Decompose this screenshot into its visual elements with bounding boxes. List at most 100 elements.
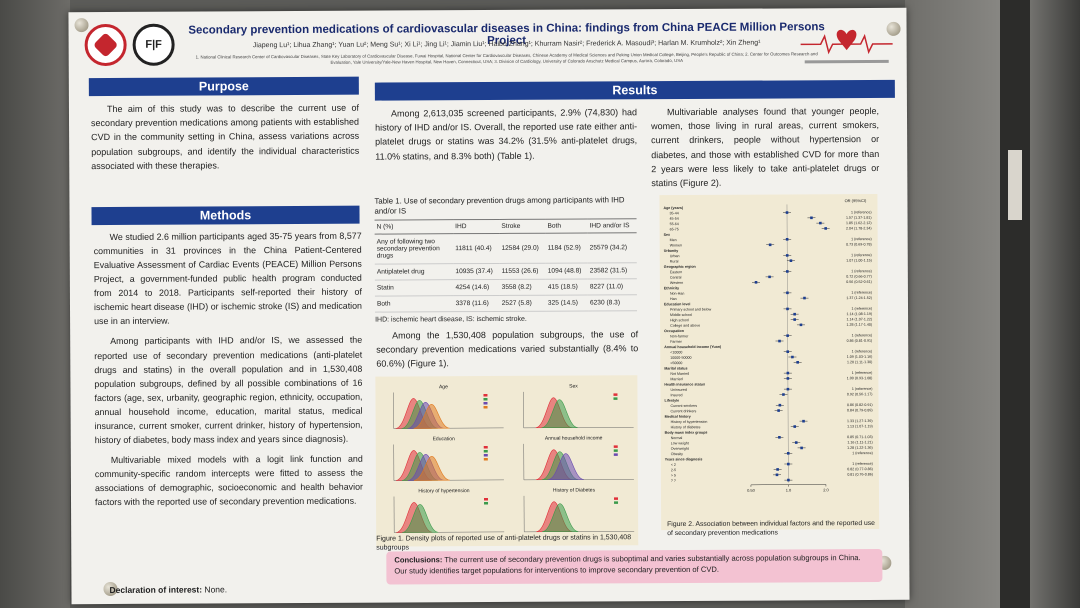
or-point bbox=[810, 216, 813, 220]
table-row: Statin 4254 (14.6) 3558 (8.2) 415 (18.5)… bbox=[374, 279, 637, 297]
table-cell: 25579 (34.2) bbox=[587, 233, 637, 264]
or-value: 1.20 (1.11-1.30) bbox=[847, 360, 872, 364]
row-label: College and above bbox=[670, 324, 700, 328]
or-value: 0.72 (0.66-0.77) bbox=[846, 275, 872, 279]
or-value: 0.84 (0.79-0.89) bbox=[847, 408, 873, 412]
forest-plot: OR (95%CI) Age (years)35-44 1 (reference) 4… bbox=[663, 198, 873, 493]
panel-title: History of Diabetes bbox=[553, 487, 596, 493]
row-label: 35-44 bbox=[670, 211, 679, 215]
table-cell: 11553 (26.6) bbox=[499, 263, 546, 280]
row-label: Urban bbox=[670, 254, 680, 258]
row-label: Not Married bbox=[670, 372, 689, 376]
or-value: 2.04 (1.78-2.34) bbox=[846, 226, 872, 230]
purpose-section: The aim of this study was to describe th… bbox=[91, 101, 359, 179]
group-label: Body mass index groups bbox=[665, 431, 708, 435]
group-label: Occupation bbox=[664, 329, 684, 333]
group-label: Education level bbox=[664, 302, 690, 306]
or-value: 1 (reference) bbox=[852, 371, 873, 375]
drug-use-table: N (%) IHD Stroke Both IHD and/or IS Any … bbox=[374, 219, 638, 313]
legend-swatch bbox=[613, 449, 618, 452]
table-row: Antiplatelet drug 10935 (37.4) 11553 (26… bbox=[374, 263, 637, 281]
row-label: High school bbox=[670, 318, 689, 322]
density-curve bbox=[547, 453, 584, 480]
row-label: 45-54 bbox=[670, 217, 679, 221]
or-value: 1.57 (1.37-1.81) bbox=[846, 216, 872, 220]
or-point bbox=[785, 211, 789, 214]
methods-paragraph: Multivariable mixed models with a logit … bbox=[94, 453, 363, 508]
side-paper bbox=[1008, 150, 1022, 220]
legend-swatch bbox=[484, 498, 489, 501]
or-value: 1 (reference) bbox=[851, 307, 872, 311]
or-value: 0.73 (0.69-0.78) bbox=[846, 242, 872, 246]
results-paragraph: Among 2,613,035 screened participants, 2… bbox=[375, 107, 638, 162]
or-value: 1 (reference) bbox=[852, 349, 873, 353]
or-value: 1.37 (1.24-1.52) bbox=[846, 296, 872, 300]
density-curve bbox=[542, 503, 579, 533]
group-label: Sex bbox=[664, 233, 670, 237]
row-label: History of diabetes bbox=[671, 425, 701, 429]
row-label: 55-64 bbox=[670, 222, 679, 226]
group-label: Ethnicity bbox=[664, 286, 679, 290]
row-label: Han bbox=[670, 297, 677, 301]
conclusions-label: Conclusions: bbox=[394, 555, 443, 565]
or-value: 1.33 (1.27-1.39) bbox=[847, 419, 873, 423]
column-header: IHD bbox=[453, 219, 500, 235]
legend-swatch bbox=[483, 394, 488, 397]
or-point bbox=[802, 419, 805, 423]
column-header: Both bbox=[545, 219, 588, 234]
table-footnote: IHD: ischemic heart disease, IS: ischemi… bbox=[375, 316, 527, 325]
purpose-heading: Purpose bbox=[88, 76, 359, 97]
table-cell: 3558 (8.2) bbox=[499, 279, 546, 296]
table-cell: 3378 (11.6) bbox=[453, 295, 500, 313]
or-value: 0.56 (0.52-0.61) bbox=[846, 280, 872, 284]
row-label: > 5 bbox=[671, 474, 676, 478]
or-point bbox=[794, 441, 798, 444]
or-point bbox=[786, 270, 789, 273]
heartbeat-logo bbox=[800, 29, 893, 64]
or-value: 0.92 (0.56-1.17) bbox=[847, 392, 873, 396]
or-point bbox=[793, 425, 797, 428]
results-paragraph: Among the 1,530,408 population subgroups… bbox=[376, 329, 639, 370]
or-point bbox=[785, 238, 789, 241]
row-label: Middle school bbox=[670, 313, 692, 317]
row-label: Primary school and below bbox=[670, 307, 712, 311]
table-1: Table 1. Use of secondary prevention dru… bbox=[374, 195, 638, 325]
table-cell: Both bbox=[374, 296, 454, 313]
methods-paragraph: Among participants with IHD and/or IS, w… bbox=[94, 335, 363, 445]
or-point bbox=[787, 462, 790, 466]
legend-swatch bbox=[483, 450, 488, 453]
row-label: Current drinkers bbox=[671, 409, 697, 413]
legend-swatch bbox=[614, 497, 619, 500]
column-header: IHD and/or IS bbox=[587, 219, 637, 234]
table-cell: Any of following two secondary preventio… bbox=[374, 234, 454, 265]
or-value: 1 (reference) bbox=[852, 451, 873, 455]
row-label: Uninsured bbox=[670, 388, 686, 392]
table-cell: Antiplatelet drug bbox=[374, 264, 454, 281]
conclusions-text: The current use of secondary prevention … bbox=[394, 553, 861, 576]
table-cell: 1094 (48.8) bbox=[545, 263, 588, 280]
group-label: Age (years) bbox=[663, 206, 683, 210]
or-value: 1 (reference) bbox=[851, 291, 872, 295]
or-point bbox=[778, 436, 781, 439]
row-label: Eastern bbox=[670, 270, 682, 274]
table-cell: 8227 (11.0) bbox=[587, 279, 637, 296]
column-header: Stroke bbox=[499, 219, 546, 234]
purpose-text: The aim of this study was to describe th… bbox=[91, 102, 360, 171]
or-value: 1 (reference) bbox=[851, 237, 872, 241]
group-label: Lifestyle bbox=[664, 399, 679, 403]
or-value: 1.28 (1.22-1.36) bbox=[847, 446, 873, 450]
row-label: 65-75 bbox=[670, 227, 679, 231]
or-value: 0.85 (0.71-1.03) bbox=[847, 435, 873, 439]
or-value: 1.09 (1.03-1.16) bbox=[847, 355, 873, 359]
table-caption: Table 1. Use of secondary prevention dru… bbox=[374, 195, 625, 216]
or-value: 1.16 (1.11-1.21) bbox=[847, 440, 872, 444]
x-tick-label: 1.0 bbox=[786, 488, 792, 493]
legend-swatch bbox=[483, 398, 488, 401]
or-point bbox=[791, 355, 794, 359]
results-text-mid: Among the 1,530,408 population subgroups… bbox=[376, 327, 638, 377]
row-label: Rural bbox=[670, 260, 679, 264]
or-point bbox=[786, 387, 790, 391]
row-label: Overweight bbox=[671, 447, 689, 451]
row-label: Current smokers bbox=[671, 404, 698, 408]
methods-paragraph: We studied 2.6 million participants aged… bbox=[93, 230, 363, 327]
